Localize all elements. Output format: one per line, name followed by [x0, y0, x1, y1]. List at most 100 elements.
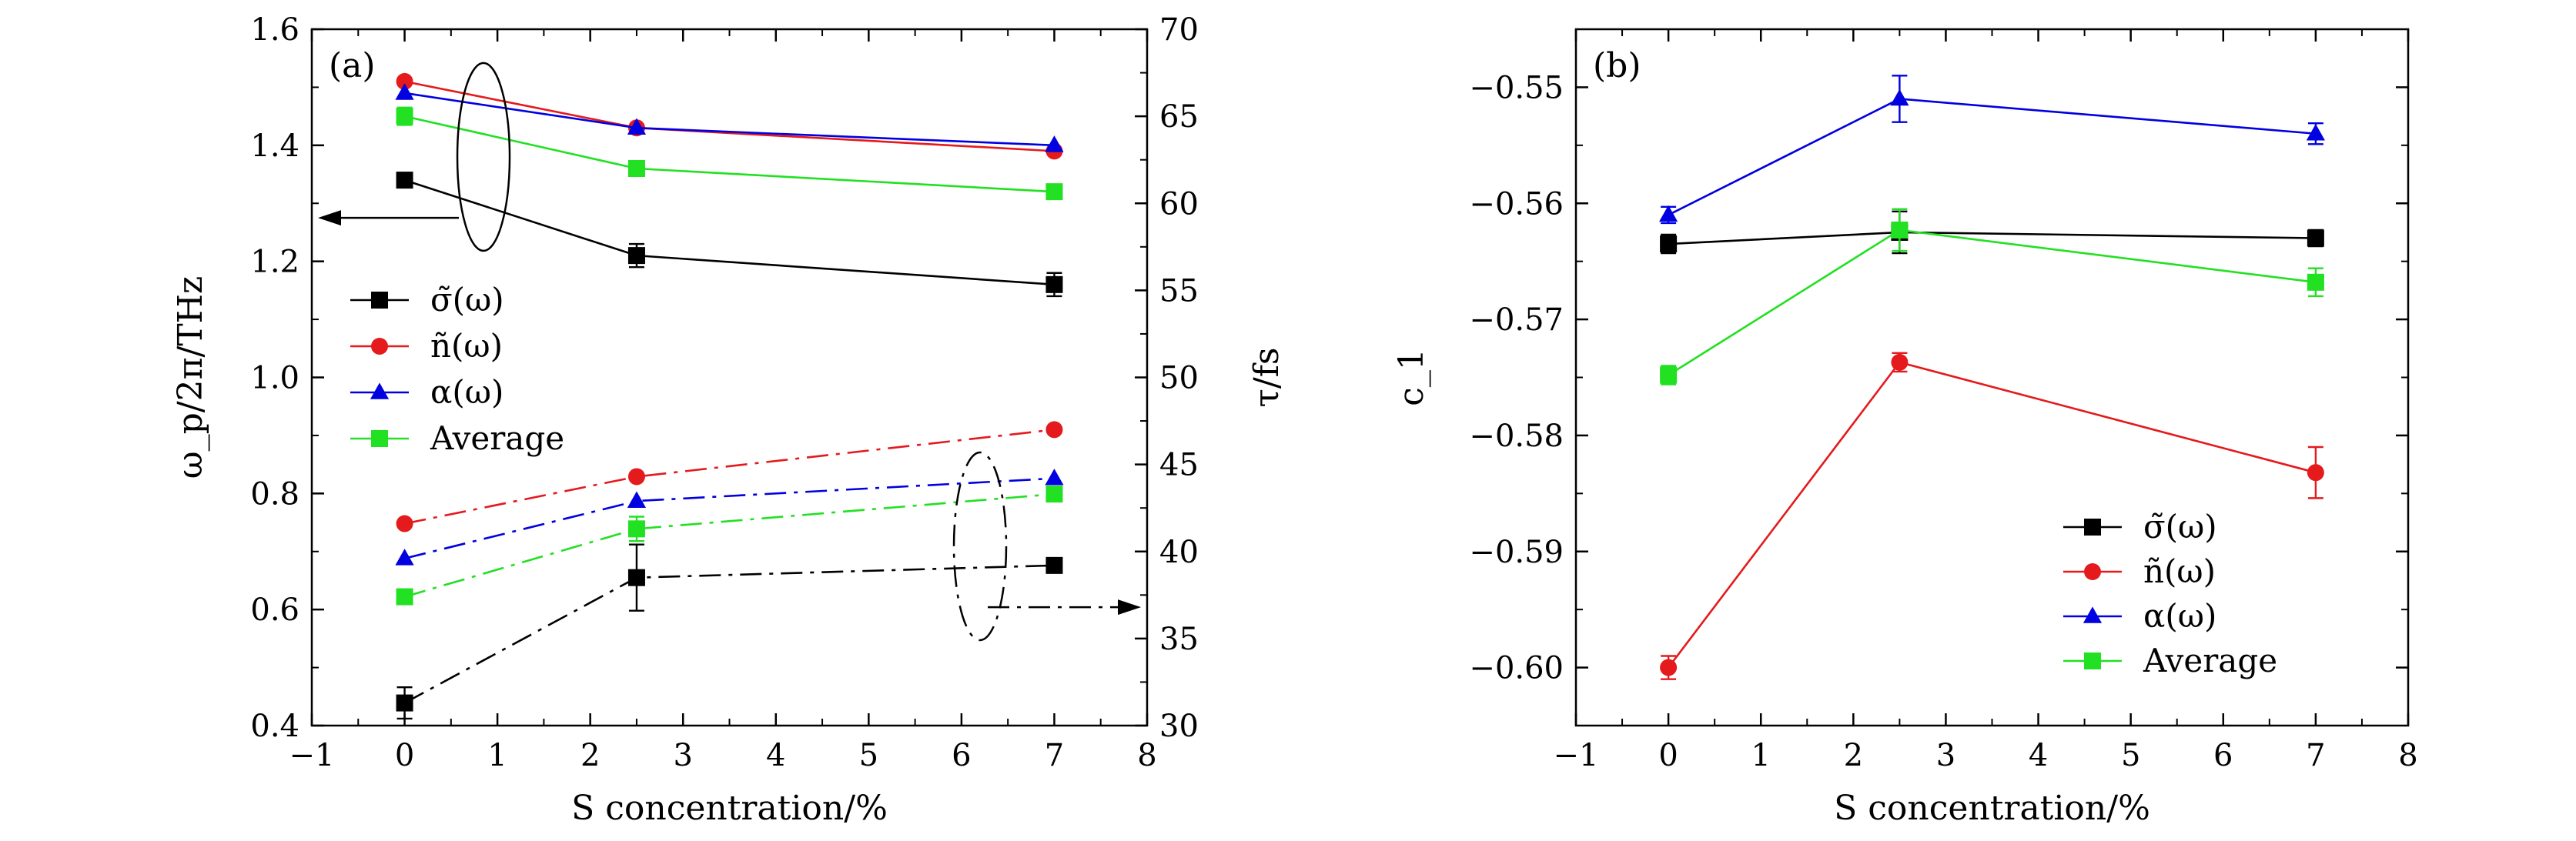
- series-5: [396, 543, 1063, 720]
- data-point: [627, 520, 645, 538]
- x-tick-label: −1: [289, 738, 335, 773]
- data-point: [395, 549, 414, 566]
- y-axis-label: ω_p/2π/THz: [171, 276, 210, 479]
- legend-label: Average: [430, 419, 564, 457]
- data-point: [1045, 486, 1063, 503]
- data-point: [1891, 353, 1909, 371]
- x-tick-label: 0: [1658, 738, 1678, 773]
- y-tick-label: 1.4: [250, 128, 299, 164]
- x-tick-label: 7: [2306, 738, 2325, 773]
- solid-ellipse: [456, 62, 511, 252]
- data-point: [396, 72, 413, 90]
- x-tick-label: 0: [395, 738, 414, 773]
- dashed-ellipse: [952, 451, 1008, 642]
- x-tick-label: 7: [1045, 738, 1064, 773]
- data-point: [396, 694, 413, 712]
- series-4: [1660, 208, 2324, 385]
- x-tick-label: −1: [1554, 738, 1599, 773]
- x-tick-label: 4: [766, 738, 785, 773]
- x-tick-label: 6: [2213, 738, 2233, 773]
- y-axis-label: c_1: [1392, 349, 1431, 406]
- legend-marker: [2084, 519, 2101, 536]
- series-line: [1668, 229, 2317, 376]
- x-tick-label: 2: [1844, 738, 1863, 773]
- series-3: [1659, 75, 2325, 225]
- y-tick-label: −0.55: [1469, 70, 1564, 105]
- data-point: [2307, 273, 2324, 291]
- series-line: [1668, 98, 2316, 216]
- x-tick-label: 5: [859, 738, 878, 773]
- data-point: [627, 569, 645, 586]
- y2-tick-label: 60: [1159, 186, 1199, 222]
- legend-marker: [371, 338, 388, 355]
- data-point: [396, 515, 413, 532]
- y-tick-label: 0.8: [250, 476, 299, 512]
- y2-tick-label: 45: [1159, 448, 1199, 483]
- series-2: [1660, 352, 2324, 680]
- legend: σ̃(ω) ñ(ω) α(ω) Average: [2063, 508, 2277, 679]
- legend-marker: [371, 430, 388, 447]
- x-tick-label: 1: [487, 738, 507, 773]
- y-tick-label: 0.4: [250, 709, 299, 744]
- chart-panel-2: −1 0 1 2 3 4 5 6 7 8 −0.60 −0.59 −0.58 −0.57 −0.56 −0.5…: [1392, 28, 2418, 828]
- legend-label: ñ(ω): [430, 327, 503, 365]
- series-line: [404, 477, 1055, 560]
- y2-tick-label: 40: [1159, 535, 1199, 570]
- x-tick-label: 5: [2121, 738, 2140, 773]
- data-point: [627, 118, 647, 135]
- legend-label: σ̃(ω): [2143, 508, 2217, 546]
- legend-marker: [2084, 652, 2101, 669]
- data-point: [395, 83, 414, 100]
- y-tick-label: −0.58: [1469, 419, 1564, 454]
- data-point: [396, 108, 413, 125]
- y-tick-label: 1.6: [250, 12, 299, 48]
- left-arrow-head: [318, 210, 341, 226]
- y-tick-label: −0.56: [1469, 186, 1564, 222]
- data-point: [1659, 205, 1678, 222]
- series-line: [404, 179, 1055, 286]
- y2-tick-label: 30: [1159, 709, 1199, 744]
- data-point: [1890, 88, 1909, 106]
- y2-tick-label: 50: [1159, 361, 1199, 396]
- data-point: [1045, 421, 1063, 439]
- data-point: [2307, 464, 2324, 482]
- data-point: [627, 160, 645, 177]
- series-6: [396, 421, 1063, 532]
- x-tick-label: 4: [2029, 738, 2048, 773]
- y-tick-label: 1.0: [250, 361, 299, 396]
- panel-label: (a): [329, 46, 376, 85]
- series-4: [396, 106, 1063, 201]
- data-point: [1045, 556, 1063, 574]
- x-tick-label: 1: [1751, 738, 1770, 773]
- y2-tick-label: 55: [1159, 273, 1199, 309]
- legend-label: α(ω): [2143, 597, 2216, 635]
- y2-tick-label: 35: [1159, 622, 1199, 657]
- legend-marker: [371, 292, 388, 309]
- data-point: [627, 491, 647, 508]
- data-point: [1045, 469, 1064, 486]
- right-arrow-head: [1118, 599, 1141, 616]
- x-tick-label: 6: [952, 738, 971, 773]
- legend-marker: [370, 382, 390, 399]
- x-tick-label: 3: [1936, 738, 1955, 773]
- data-point: [396, 588, 413, 606]
- data-point: [2307, 229, 2324, 247]
- x-axis-label: S concentration/%: [571, 789, 888, 828]
- legend-label: ñ(ω): [2143, 552, 2216, 590]
- data-point: [2306, 124, 2325, 141]
- legend-marker: [2084, 563, 2101, 580]
- data-point: [1045, 183, 1063, 201]
- legend-label: σ̃(ω): [430, 281, 504, 319]
- series-7: [395, 469, 1064, 566]
- y-tick-label: 1.2: [250, 245, 299, 280]
- y2-tick-label: 70: [1159, 12, 1199, 48]
- chart-panel-1: −1 0 1 2 3 4 5 6 7 80.40.60.81.01.21.41.630354045…: [171, 12, 1286, 828]
- data-point: [1045, 135, 1064, 152]
- legend: σ̃(ω) ñ(ω) α(ω) Average: [350, 281, 564, 457]
- series-8: [396, 486, 1063, 606]
- data-point: [396, 172, 413, 189]
- data-point: [1660, 366, 1678, 384]
- data-point: [627, 468, 645, 486]
- y-tick-label: −0.59: [1469, 535, 1564, 570]
